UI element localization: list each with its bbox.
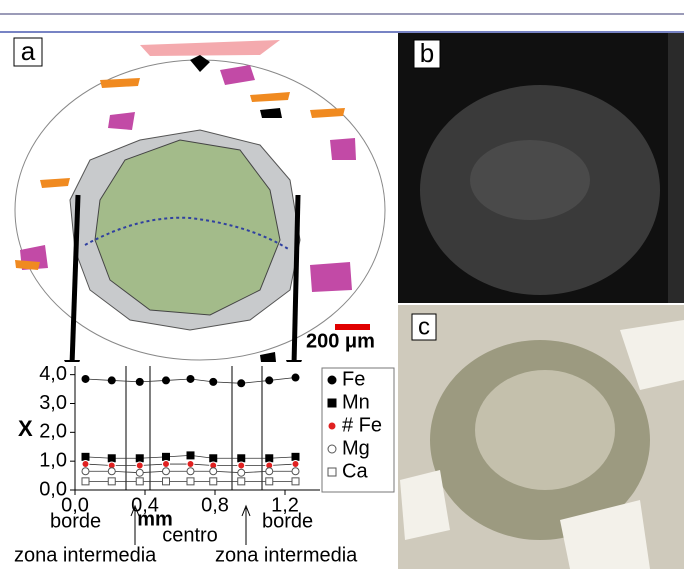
data-point	[163, 461, 170, 468]
y-tick-label: 4,0	[39, 363, 67, 385]
data-point	[210, 468, 217, 475]
data-point	[163, 468, 170, 475]
micro-core	[475, 370, 615, 490]
annotation: zona intermedia	[14, 544, 157, 566]
data-point	[238, 478, 245, 485]
data-point	[266, 455, 273, 462]
legend-label: # Fe	[342, 414, 382, 436]
legend-label: Ca	[342, 460, 368, 482]
x-tick-label: 0,0	[61, 494, 89, 516]
data-point	[82, 375, 89, 382]
annotation: centro	[162, 524, 218, 546]
bse-core	[470, 140, 590, 220]
data-point	[187, 478, 194, 485]
data-point	[82, 468, 89, 475]
data-point	[108, 478, 115, 485]
panel-label: c	[418, 313, 430, 340]
data-point	[210, 478, 217, 485]
data-point	[82, 453, 89, 460]
data-point	[82, 461, 89, 468]
data-point	[136, 478, 143, 485]
data-point	[187, 452, 194, 459]
data-point	[238, 455, 245, 462]
garnet-core	[95, 140, 280, 315]
panel-label: b	[420, 38, 434, 68]
data-point	[292, 461, 299, 468]
panel-label: a	[21, 36, 36, 66]
data-point	[210, 378, 217, 385]
legend-marker	[328, 376, 336, 384]
data-point	[210, 455, 217, 462]
scale-bar-label: 200 μm	[306, 330, 375, 352]
data-point	[292, 453, 299, 460]
x-tick-label: 1,2	[271, 494, 299, 516]
data-point	[136, 462, 143, 469]
data-point	[292, 478, 299, 485]
data-point	[136, 455, 143, 462]
data-point	[108, 377, 115, 384]
data-point	[187, 461, 194, 468]
legend-label: Mn	[342, 391, 370, 413]
data-point	[266, 377, 273, 384]
y-tick-label: 3,0	[39, 392, 67, 414]
panel-a-map: 200 μm	[15, 40, 385, 380]
x-tick-label: 0,8	[201, 494, 229, 516]
data-point	[82, 478, 89, 485]
data-point	[163, 478, 170, 485]
data-point	[136, 469, 143, 476]
legend-marker	[328, 468, 336, 476]
grain-pink	[140, 40, 280, 56]
data-point	[187, 468, 194, 475]
legend-marker	[328, 445, 336, 453]
data-point	[238, 380, 245, 387]
data-point	[108, 468, 115, 475]
data-point	[163, 377, 170, 384]
data-point	[266, 478, 273, 485]
legend-marker	[328, 399, 336, 407]
x-tick-label: 0,4	[131, 494, 159, 516]
annotation: zona intermedia	[215, 544, 358, 566]
data-point	[266, 468, 273, 475]
data-point	[136, 378, 143, 385]
legend-label: Mg	[342, 437, 370, 459]
data-point	[238, 469, 245, 476]
data-point	[292, 374, 299, 381]
data-point	[187, 375, 194, 382]
legend-marker	[328, 422, 336, 430]
panel-b-sidebar	[668, 33, 684, 303]
legend-label: Fe	[342, 368, 365, 390]
y-axis-label: X	[18, 416, 33, 441]
figure: 200 μm a b c X mm borde centro borde zon…	[0, 0, 684, 569]
data-point	[292, 468, 299, 475]
y-tick-label: 2,0	[39, 421, 67, 443]
data-point	[238, 462, 245, 469]
data-point	[163, 453, 170, 460]
y-tick-label: 1,0	[39, 449, 67, 471]
scale-bar	[335, 324, 370, 330]
data-point	[108, 455, 115, 462]
